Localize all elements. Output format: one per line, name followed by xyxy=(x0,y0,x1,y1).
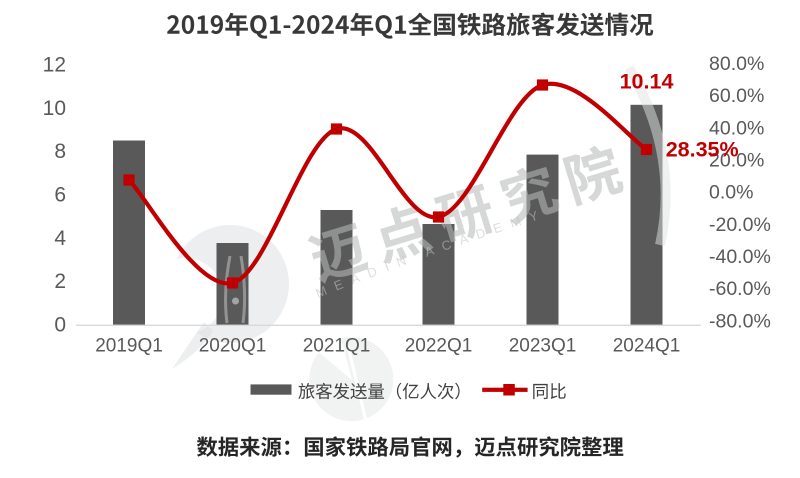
svg-text:6: 6 xyxy=(54,184,66,207)
svg-text:10.14: 10.14 xyxy=(620,69,674,93)
svg-text:2020Q1: 2020Q1 xyxy=(199,336,267,357)
svg-text:2022Q1: 2022Q1 xyxy=(405,336,473,357)
svg-text:60.0%: 60.0% xyxy=(709,85,764,107)
svg-text:80.0%: 80.0% xyxy=(709,53,764,75)
svg-text:0.0%: 0.0% xyxy=(709,182,753,204)
svg-text:2: 2 xyxy=(54,270,66,293)
svg-text:2021Q1: 2021Q1 xyxy=(303,336,371,357)
svg-text:12: 12 xyxy=(43,54,66,77)
svg-text:-20.0%: -20.0% xyxy=(709,214,771,236)
svg-text:28.35%: 28.35% xyxy=(666,138,739,162)
svg-text:8: 8 xyxy=(54,140,66,163)
svg-text:-60.0%: -60.0% xyxy=(709,278,771,300)
svg-text:2024Q1: 2024Q1 xyxy=(613,336,681,357)
svg-text:4: 4 xyxy=(54,227,66,250)
svg-text:-40.0%: -40.0% xyxy=(709,246,771,268)
svg-text:-80.0%: -80.0% xyxy=(709,310,771,332)
svg-text:20.0%: 20.0% xyxy=(709,150,764,172)
svg-text:40.0%: 40.0% xyxy=(709,117,764,139)
svg-text:0: 0 xyxy=(54,314,66,337)
svg-text:2019Q1: 2019Q1 xyxy=(95,336,163,357)
svg-text:2023Q1: 2023Q1 xyxy=(509,336,577,357)
svg-text:10: 10 xyxy=(43,97,66,120)
